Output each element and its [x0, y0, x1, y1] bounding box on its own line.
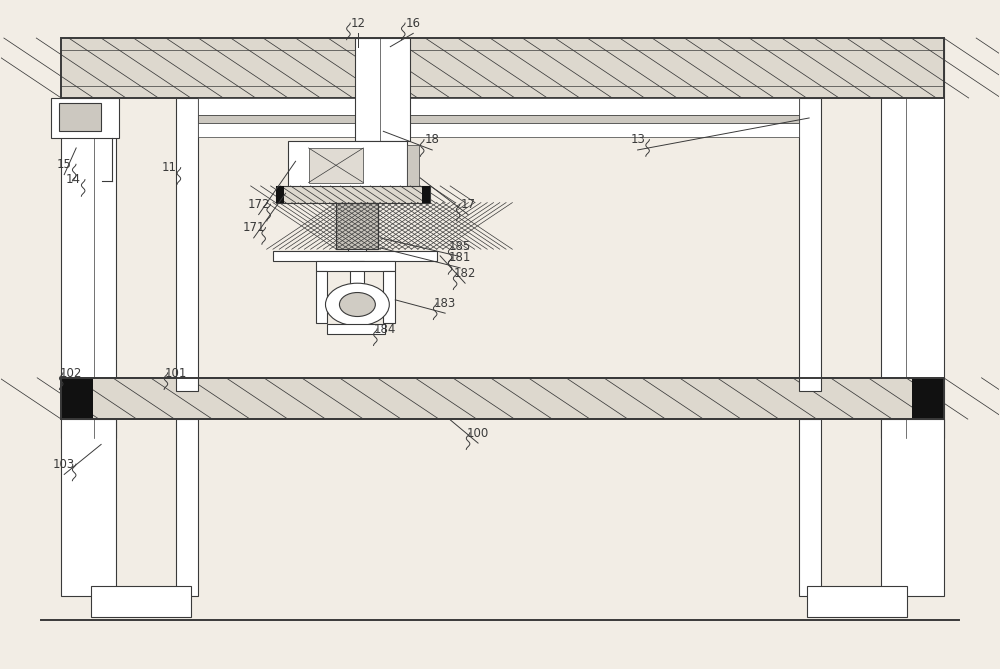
Bar — [61, 378, 944, 419]
Text: 182: 182 — [454, 267, 476, 280]
Bar — [176, 419, 198, 595]
Bar — [316, 260, 395, 271]
Bar — [881, 38, 944, 438]
Bar — [176, 98, 198, 391]
Bar — [61, 419, 116, 595]
Bar — [336, 203, 378, 250]
Bar — [61, 38, 944, 98]
Bar — [881, 419, 944, 595]
Circle shape — [325, 283, 389, 326]
Bar — [59, 103, 101, 131]
Bar — [316, 271, 327, 323]
Bar — [198, 122, 799, 137]
Bar — [422, 186, 430, 203]
Text: 101: 101 — [165, 367, 187, 379]
Bar — [276, 186, 430, 203]
Bar — [807, 586, 907, 617]
Text: 15: 15 — [57, 158, 72, 171]
Bar — [336, 203, 378, 250]
Bar — [273, 252, 437, 260]
Circle shape — [339, 292, 375, 316]
Text: 14: 14 — [66, 173, 81, 187]
Text: 172: 172 — [247, 198, 270, 211]
Text: 12: 12 — [351, 17, 366, 30]
Bar — [383, 271, 395, 323]
Text: 185: 185 — [449, 240, 471, 253]
Text: 102: 102 — [60, 367, 82, 379]
Bar — [91, 586, 191, 617]
Text: 11: 11 — [161, 161, 176, 175]
Text: 184: 184 — [374, 322, 397, 336]
Text: 16: 16 — [406, 17, 421, 30]
Bar — [276, 186, 284, 203]
Text: 18: 18 — [425, 133, 440, 147]
Bar — [61, 38, 116, 438]
Text: 17: 17 — [461, 198, 476, 211]
Text: 181: 181 — [449, 252, 471, 264]
Bar — [198, 98, 799, 114]
Bar — [309, 148, 363, 183]
Bar — [327, 324, 385, 334]
Bar — [350, 260, 364, 286]
Bar — [61, 378, 944, 419]
Bar — [61, 378, 93, 419]
Text: 171: 171 — [242, 221, 265, 234]
Bar — [348, 203, 366, 262]
Bar — [198, 114, 799, 122]
Text: 13: 13 — [630, 133, 645, 147]
Bar — [288, 141, 407, 191]
Bar — [407, 145, 419, 195]
Text: 100: 100 — [467, 427, 489, 440]
Text: 103: 103 — [53, 458, 75, 471]
Bar — [799, 419, 821, 595]
Bar — [355, 38, 410, 141]
Bar — [51, 98, 119, 138]
Bar — [799, 98, 821, 391]
Text: 183: 183 — [434, 296, 456, 310]
Bar — [912, 378, 944, 419]
